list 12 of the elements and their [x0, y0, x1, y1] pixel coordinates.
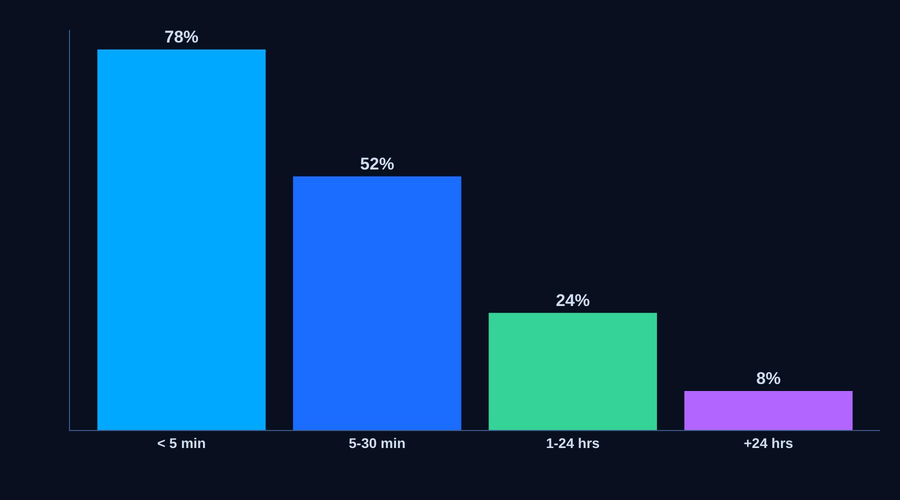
- data-label: 78%: [164, 28, 199, 47]
- data-label: 24%: [556, 290, 590, 310]
- x-tick-label: 5-30 min: [348, 434, 406, 451]
- x-tick-label: < 5 min: [157, 434, 206, 451]
- bar: [488, 312, 657, 430]
- bar: [684, 390, 853, 430]
- bar: [97, 50, 266, 430]
- data-label: 52%: [360, 154, 394, 174]
- data-label: 8%: [756, 368, 781, 388]
- x-tick-label: +24 hrs: [744, 434, 794, 451]
- bar: [293, 176, 462, 430]
- x-tick-label: 1-24 hrs: [546, 434, 600, 451]
